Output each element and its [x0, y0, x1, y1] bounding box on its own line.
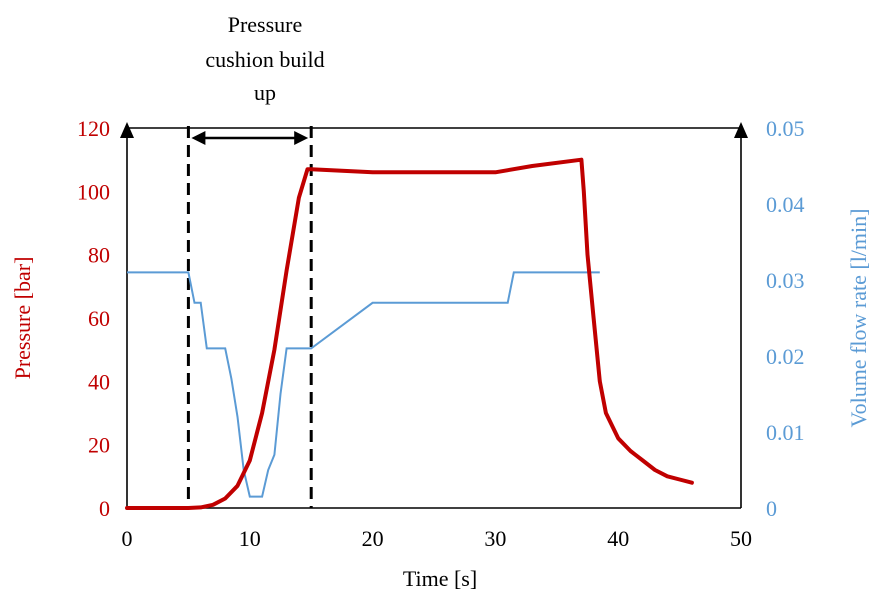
x-tick-label: 0: [122, 526, 133, 551]
marker-lines: [186, 126, 313, 508]
y-left-tick-label: 80: [88, 243, 110, 268]
annotation-line-2: cushion build: [205, 47, 324, 72]
x-tick-label: 10: [239, 526, 261, 551]
annotation-line-3: up: [254, 80, 276, 105]
y-right-tick-label: 0: [766, 496, 777, 521]
pressure-series: [125, 157, 694, 510]
y-right-axis-label: Volume flow rate [l/min]: [846, 209, 871, 428]
x-tick-label: 30: [484, 526, 506, 551]
y-right-tick-label: 0.03: [766, 268, 805, 293]
span-arrow-right-icon: [294, 131, 309, 145]
x-tick-label: 40: [607, 526, 629, 551]
y-right-tick-label: 0.01: [766, 420, 805, 445]
y-left-axis-label: Pressure [bar]: [10, 257, 35, 380]
y-left-tick-label: 40: [88, 369, 110, 394]
y-left-tick-label: 100: [77, 179, 110, 204]
axis-ticks: 0 10 20 30 40 50 0 20 40 60 80 100 120 0 0.01 0.02 0.03 0…: [77, 116, 805, 551]
pressure-line: [125, 157, 694, 510]
annotation: Pressure cushion build up: [205, 12, 324, 105]
x-tick-label: 50: [730, 526, 752, 551]
y-right-tick-label: 0.04: [766, 192, 805, 217]
x-axis-label: Time [s]: [403, 566, 477, 591]
flow-series: [127, 271, 600, 498]
y-left-tick-label: 0: [99, 496, 110, 521]
y-right-tick-label: 0.02: [766, 344, 805, 369]
y-left-tick-label: 20: [88, 433, 110, 458]
flow-line: [127, 271, 600, 498]
y-left-tick-label: 60: [88, 306, 110, 331]
y-right-arrow-icon: [734, 122, 748, 138]
y-left-arrow-icon: [120, 122, 134, 138]
y-left-tick-label: 120: [77, 116, 110, 141]
plot-frame: [120, 122, 748, 509]
x-tick-label: 20: [362, 526, 384, 551]
annotation-line-1: Pressure: [228, 12, 303, 37]
y-right-tick-label: 0.05: [766, 116, 805, 141]
span-arrow-left-icon: [191, 131, 206, 145]
